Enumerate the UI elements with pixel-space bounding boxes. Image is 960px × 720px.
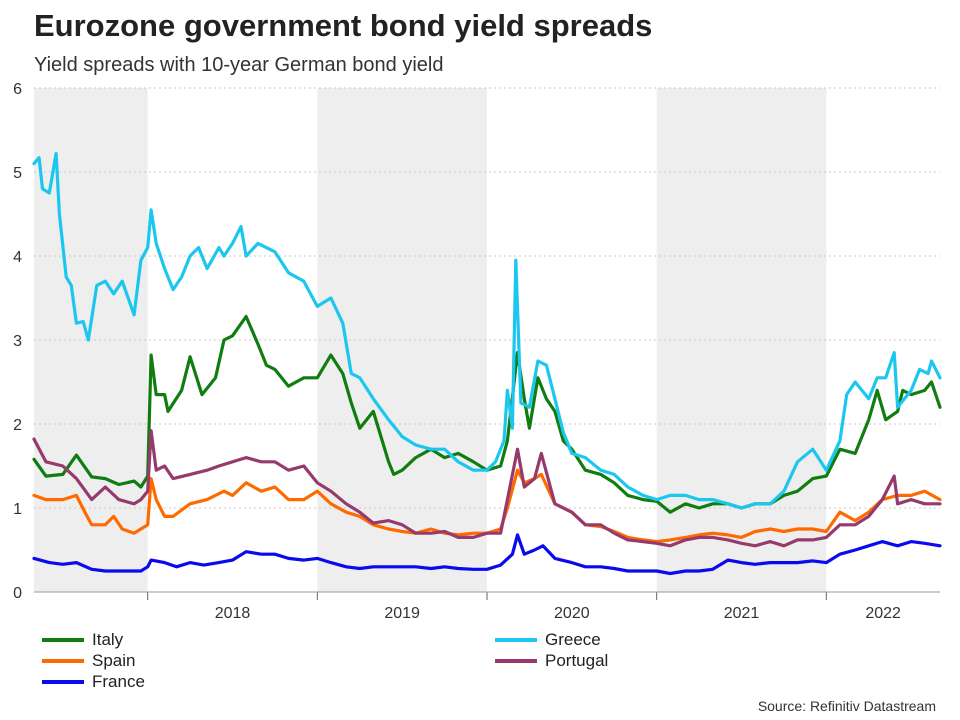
source-note: Source: Refinitiv Datastream [757,698,936,714]
legend-label-italy: Italy [92,630,124,649]
y-tick-label: 0 [13,585,22,602]
chart-subtitle: Yield spreads with 10-year German bond y… [34,54,444,76]
legend-item-italy: Italy [42,630,123,650]
y-tick-label: 4 [13,249,22,266]
y-tick-label: 5 [13,165,22,182]
legend-item-portugal: Portugal [495,651,608,671]
legend-swatch-italy [42,638,84,642]
legend-swatch-portugal [495,659,537,663]
legend-label-greece: Greece [545,630,601,649]
x-tick-label: 2018 [215,605,251,622]
legend-item-spain: Spain [42,651,135,671]
y-tick-label: 1 [13,501,22,518]
x-tick-label: 2021 [724,605,760,622]
legend-swatch-france [42,680,84,684]
series-line-portugal [32,429,942,548]
series-line-france [32,533,942,576]
legend-label-france: France [92,672,145,691]
legend-item-france: France [42,672,145,692]
x-tick-label: 2019 [384,605,420,622]
series-line-italy [32,314,942,514]
legend-swatch-spain [42,659,84,663]
y-tick-label: 2 [13,417,22,434]
series-line-greece [32,151,942,510]
x-tick-label: 2020 [554,605,590,622]
legend-label-spain: Spain [92,651,136,670]
y-tick-label: 3 [13,333,22,350]
series-line-spain [32,468,942,544]
legend-swatch-greece [495,638,537,642]
chart-title: Eurozone government bond yield spreads [34,8,653,43]
shaded-band-2019 [317,88,487,592]
y-tick-label: 6 [13,81,22,98]
legend-item-greece: Greece [495,630,601,650]
x-tick-label: 2022 [865,605,901,622]
legend-label-portugal: Portugal [545,651,609,670]
